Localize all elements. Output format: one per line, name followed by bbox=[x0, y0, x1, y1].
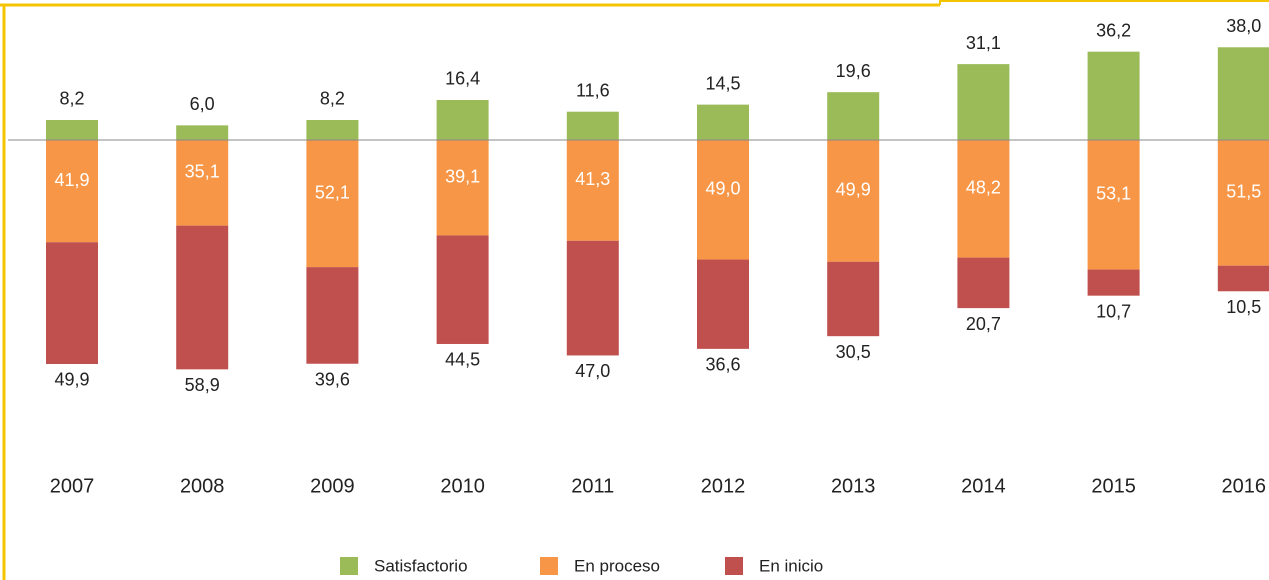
x-tick-label: 2014 bbox=[961, 475, 1006, 497]
bar-segment bbox=[436, 99, 489, 140]
bar-segment bbox=[827, 140, 880, 262]
value-label: 36,2 bbox=[1096, 20, 1131, 40]
value-label: 10,7 bbox=[1096, 301, 1131, 321]
x-tick-label: 2013 bbox=[831, 475, 876, 497]
value-label: 49,0 bbox=[705, 179, 740, 199]
x-tick-label: 2010 bbox=[440, 475, 485, 497]
bar-segment bbox=[176, 125, 229, 140]
legend-swatch bbox=[340, 557, 358, 575]
bar-segment bbox=[176, 140, 229, 226]
value-label: 19,6 bbox=[836, 61, 871, 81]
value-label: 6,0 bbox=[190, 94, 215, 114]
value-label: 58,9 bbox=[185, 375, 220, 395]
bar-segment bbox=[306, 267, 359, 364]
value-label: 31,1 bbox=[966, 33, 1001, 53]
value-label: 48,2 bbox=[966, 178, 1001, 198]
x-tick-label: 2015 bbox=[1091, 475, 1136, 497]
x-tick-label: 2011 bbox=[571, 475, 614, 497]
bars bbox=[46, 47, 1269, 370]
value-label: 44,5 bbox=[445, 350, 480, 370]
bar-segment bbox=[697, 104, 749, 140]
bar-segment bbox=[436, 235, 489, 344]
bar-segment bbox=[566, 111, 619, 140]
bar-segment bbox=[566, 140, 619, 241]
value-label: 47,0 bbox=[575, 361, 610, 381]
value-label: 35,1 bbox=[185, 162, 220, 182]
bar-segment bbox=[957, 257, 1010, 309]
value-label: 36,6 bbox=[705, 355, 740, 375]
value-label: 49,9 bbox=[54, 370, 89, 390]
bar-segment bbox=[827, 261, 880, 337]
x-tick-label: 2016 bbox=[1222, 475, 1267, 497]
value-label: 39,6 bbox=[315, 369, 350, 389]
bar-segment bbox=[46, 119, 98, 140]
bar-segment bbox=[697, 140, 749, 260]
bar-segment bbox=[176, 225, 229, 370]
bar-segment bbox=[827, 92, 880, 140]
legend-label: En inicio bbox=[759, 556, 823, 575]
value-label: 14,5 bbox=[705, 73, 740, 93]
bar-segment bbox=[46, 140, 98, 243]
bar-segment bbox=[566, 240, 619, 356]
bar-segment bbox=[1217, 265, 1269, 292]
bar-segment bbox=[1217, 47, 1269, 140]
bar-segment bbox=[697, 259, 749, 349]
value-label: 10,5 bbox=[1226, 297, 1261, 317]
x-tick-label: 2008 bbox=[180, 475, 225, 497]
value-label: 16,4 bbox=[445, 69, 480, 89]
legend-label: Satisfactorio bbox=[374, 556, 468, 575]
legend-swatch bbox=[540, 557, 558, 575]
value-label: 8,2 bbox=[59, 89, 84, 109]
value-label: 41,9 bbox=[54, 170, 89, 190]
bar-segment bbox=[957, 140, 1010, 258]
legend-label: En proceso bbox=[574, 556, 660, 575]
bar-segment bbox=[1087, 140, 1140, 270]
value-label: 38,0 bbox=[1226, 16, 1261, 36]
bar-segment bbox=[306, 119, 359, 140]
value-label: 41,3 bbox=[575, 169, 610, 189]
bar-segment bbox=[46, 242, 98, 364]
bar-segment bbox=[1087, 51, 1140, 141]
legend-swatch bbox=[725, 557, 743, 575]
value-label: 52,1 bbox=[315, 182, 350, 202]
value-label: 11,6 bbox=[576, 80, 610, 100]
x-tick-label: 2009 bbox=[310, 475, 355, 497]
value-label: 8,2 bbox=[320, 89, 345, 109]
value-label: 51,5 bbox=[1226, 182, 1261, 202]
bar-segment bbox=[957, 64, 1010, 140]
bar-segment bbox=[436, 140, 489, 236]
x-tick-label: 2007 bbox=[50, 475, 95, 497]
bar-segment bbox=[1217, 140, 1269, 266]
x-tick-label: 2012 bbox=[701, 475, 746, 497]
bar-segment bbox=[306, 140, 359, 268]
legend: Satisfactorio En proceso En inicio bbox=[340, 556, 823, 575]
labels: 8,2 41,9 49,9 2007 6,0 35,1 58,9 2008 8,2 52,1 39,… bbox=[50, 16, 1266, 497]
value-label: 20,7 bbox=[966, 314, 1001, 334]
bar-segment bbox=[1087, 269, 1140, 296]
value-label: 49,9 bbox=[836, 180, 871, 200]
value-label: 39,1 bbox=[445, 166, 480, 186]
value-label: 53,1 bbox=[1096, 184, 1131, 204]
value-label: 30,5 bbox=[836, 342, 871, 362]
